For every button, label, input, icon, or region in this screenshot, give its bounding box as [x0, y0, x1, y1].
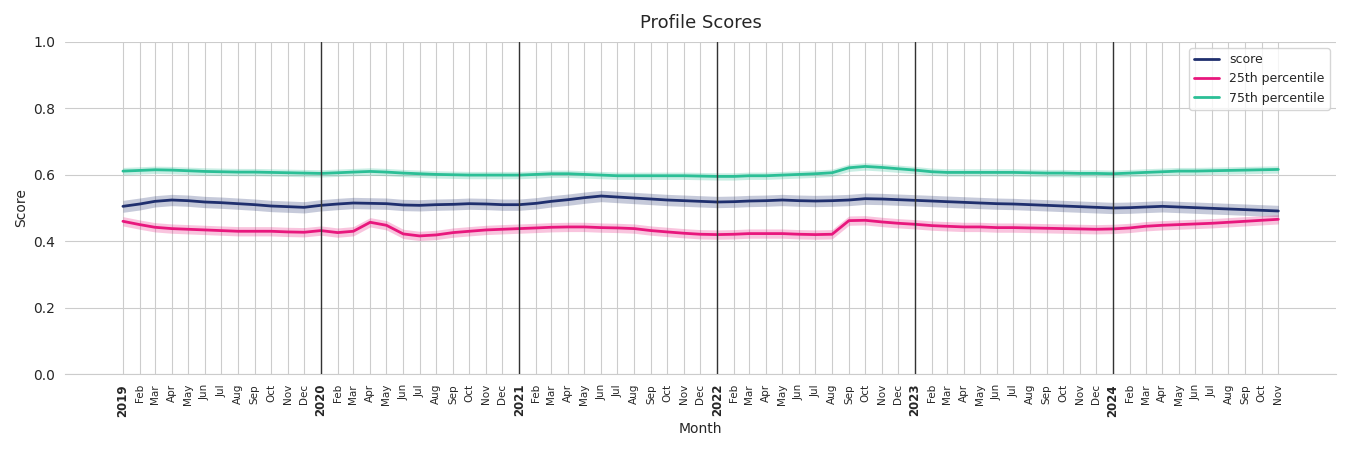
Line: 75th percentile: 75th percentile: [123, 166, 1278, 176]
Line: score: score: [123, 196, 1278, 211]
Title: Profile Scores: Profile Scores: [640, 14, 761, 32]
Legend: score, 25th percentile, 75th percentile: score, 25th percentile, 75th percentile: [1189, 48, 1330, 109]
Y-axis label: Score: Score: [14, 189, 28, 227]
Line: 25th percentile: 25th percentile: [123, 219, 1278, 236]
X-axis label: Month: Month: [679, 422, 722, 436]
